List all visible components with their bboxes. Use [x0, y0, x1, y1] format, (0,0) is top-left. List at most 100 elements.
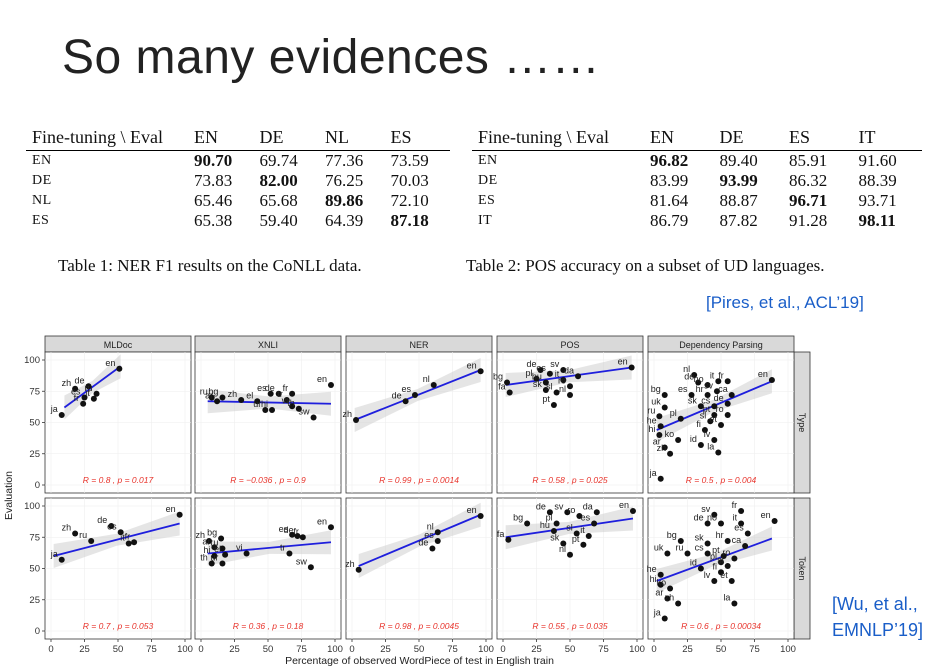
regression-line [63, 365, 122, 409]
x-tick-label: 75 [296, 644, 307, 655]
facet-row-label: Token [797, 556, 807, 580]
data-point [720, 553, 727, 559]
data-point-label: ru [675, 543, 683, 553]
table-cell: 81.64 [650, 191, 689, 210]
data-point [718, 520, 724, 527]
y-axis-title: Evaluation [3, 471, 15, 520]
data-point-label: uk [651, 397, 661, 407]
data-point-label: en [618, 357, 628, 367]
data-point [704, 382, 711, 388]
x-tick-label: 0 [48, 644, 53, 655]
table-cell: 65.68 [259, 191, 298, 210]
data-point-label: nl [559, 544, 566, 554]
data-point [560, 377, 567, 383]
data-point [704, 520, 711, 527]
facet-strip-label: MLDoc [104, 340, 133, 350]
table-cell: 65.46 [194, 191, 233, 210]
data-point [208, 560, 215, 567]
data-point [211, 553, 218, 559]
data-point [214, 398, 221, 405]
data-point [591, 520, 598, 527]
data-point-label: sv [554, 501, 564, 511]
data-point-label: ar [202, 536, 210, 546]
correlation-stat: R = 0.58 , p = 0.025 [532, 475, 607, 485]
correlation-stat: R = 0.98 , p = 0.0045 [379, 621, 459, 631]
data-point-label: es [279, 524, 289, 534]
data-point-label: hi [648, 424, 655, 434]
data-point-label: sl [546, 382, 553, 392]
data-point [675, 437, 682, 443]
data-point [560, 540, 567, 547]
data-point-label: cs [701, 395, 711, 405]
data-point-label: cs [695, 543, 705, 553]
data-point [711, 578, 718, 584]
data-point-label: ur [253, 399, 261, 409]
data-point [542, 387, 549, 393]
data-point [267, 390, 274, 397]
data-point [664, 550, 671, 557]
data-point [289, 390, 296, 397]
data-point-label: sw [299, 407, 311, 417]
data-point [580, 541, 587, 548]
x-tick-label: 25 [682, 644, 693, 655]
correlation-stat: R = 0.55 , p = 0.035 [532, 621, 607, 631]
data-point-label: de [536, 501, 546, 511]
data-point [286, 550, 293, 557]
data-point [697, 403, 704, 410]
data-point [738, 508, 745, 514]
data-point [131, 539, 138, 546]
data-point-label: en [467, 505, 477, 515]
data-point-label: pl [670, 408, 677, 418]
x-axis-title: Percentage of observed WordPiece of test… [285, 655, 554, 667]
data-point [90, 395, 97, 402]
data-point [567, 551, 573, 558]
x-tick-label: 75 [598, 644, 609, 655]
table-cell: 70.03 [390, 171, 429, 190]
correlation-stat: R = 0.99 , p = 0.0014 [379, 475, 459, 485]
data-point [108, 523, 115, 529]
regression-line [207, 400, 331, 405]
data-point-label: sl [700, 410, 707, 420]
y-tick-label: 50 [29, 564, 40, 575]
data-point-label: zh [665, 593, 675, 603]
data-point-label: es [401, 384, 411, 394]
data-point-label: ja [653, 608, 661, 618]
data-point [771, 518, 778, 524]
data-point-label: sk [688, 395, 698, 405]
y-tick-label: 100 [24, 501, 40, 512]
data-point-label: uk [654, 543, 664, 553]
data-point [269, 407, 276, 413]
data-point-label: ro [558, 375, 566, 385]
data-point [307, 564, 314, 571]
data-point [724, 400, 731, 407]
data-point-label: en [317, 374, 327, 384]
citation-wu-line2: EMNLP’19] [832, 620, 924, 640]
data-point-label: nl [427, 521, 434, 531]
data-point-label: da [564, 365, 574, 375]
table-header-corner: Fine-tuning \ Eval [26, 124, 188, 151]
data-point-label: fi [713, 561, 718, 571]
table-col-header: DE [253, 124, 319, 151]
data-point-label: hi [650, 574, 657, 584]
table-row-label: DE [478, 173, 498, 188]
table-cell: 86.32 [789, 171, 828, 190]
data-point-label: es [536, 363, 546, 373]
data-point-label: id [690, 558, 697, 568]
data-point-label: bg [493, 372, 503, 382]
data-point-label: sv [701, 504, 711, 514]
x-tick-label: 75 [447, 644, 458, 655]
data-point [701, 427, 708, 433]
data-point [310, 414, 317, 421]
data-point-label: bg [651, 384, 661, 394]
table-cell: 65.38 [194, 211, 233, 230]
data-point [711, 412, 718, 418]
data-point [593, 509, 600, 516]
y-tick-label: 75 [29, 532, 40, 543]
data-point [688, 392, 695, 398]
data-point-label: de [97, 515, 107, 525]
data-point [505, 536, 512, 543]
data-point-label: pt [712, 545, 720, 555]
data-point [506, 389, 513, 396]
table-row-label: NL [32, 193, 52, 208]
data-point-label: hi [203, 545, 210, 555]
